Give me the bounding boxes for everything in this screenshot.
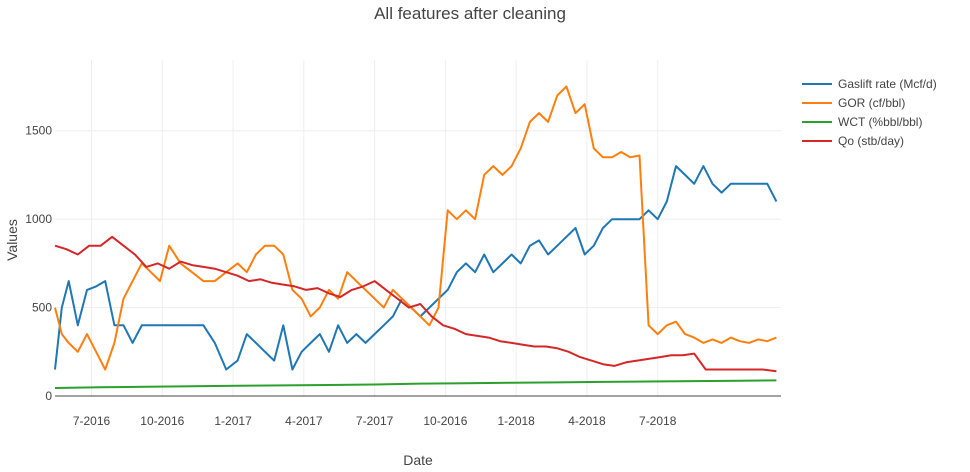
legend-label: Gaslift rate (Mcf/d)	[838, 77, 937, 91]
y-tick-label: 1500	[25, 124, 52, 138]
y-axis-ticks: 0 500 1000 1500	[25, 124, 52, 403]
legend-label: WCT (%bbl/bbl)	[838, 115, 922, 129]
legend-label: GOR (cf/bbl)	[838, 96, 905, 110]
legend-item[interactable]: GOR (cf/bbl)	[802, 96, 905, 110]
legend-label: Qo (stb/day)	[838, 134, 904, 148]
x-tick-label: 1-2017	[214, 414, 252, 428]
series-line-1	[54, 85, 777, 371]
x-axis-ticks: 7-2016 10-2016 1-2017 4-2017 7-2017 10-2016 1-…	[73, 414, 677, 428]
x-tick-label: 7-2018	[639, 414, 677, 428]
series-lines	[54, 85, 778, 389]
x-tick-label: 10-2016	[423, 414, 467, 428]
x-tick-label: 4-2018	[568, 414, 606, 428]
chart-title: All features after cleaning	[374, 4, 566, 23]
legend-item[interactable]: Qo (stb/day)	[802, 134, 904, 148]
legend-item[interactable]: WCT (%bbl/bbl)	[802, 115, 922, 129]
grid	[55, 60, 781, 396]
x-tick-label: 7-2017	[356, 414, 394, 428]
y-axis-title: Values	[4, 219, 20, 261]
x-tick-label: 1-2018	[497, 414, 535, 428]
x-tick-label: 7-2016	[73, 414, 111, 428]
series-line-2	[54, 379, 777, 389]
legend[interactable]: Gaslift rate (Mcf/d) GOR (cf/bbl) WCT (%bb…	[802, 77, 937, 148]
y-tick-label: 1000	[25, 212, 52, 226]
legend-item[interactable]: Gaslift rate (Mcf/d)	[802, 77, 937, 91]
x-axis-title: Date	[403, 452, 433, 468]
x-tick-label: 10-2016	[140, 414, 184, 428]
y-tick-label: 0	[45, 389, 52, 403]
y-tick-label: 500	[32, 301, 52, 315]
series-line-3	[54, 235, 777, 373]
x-tick-label: 4-2017	[285, 414, 323, 428]
